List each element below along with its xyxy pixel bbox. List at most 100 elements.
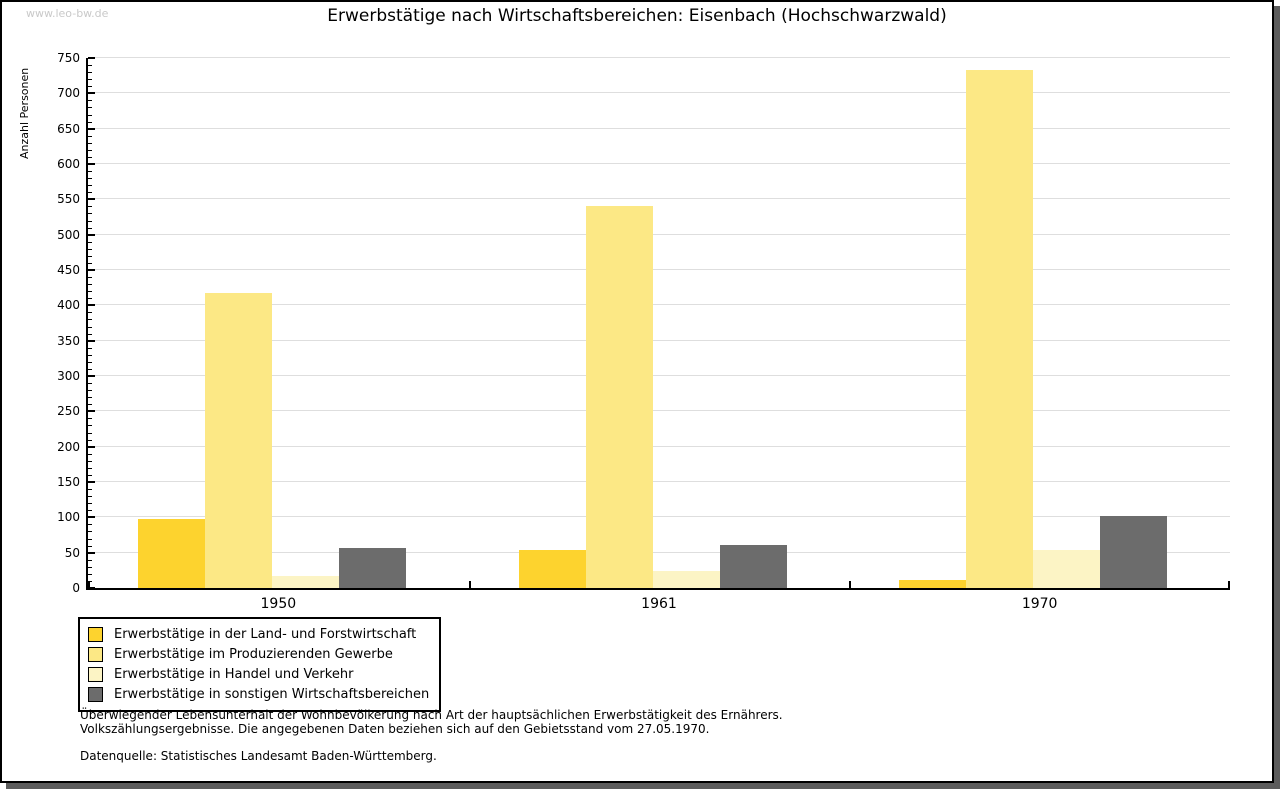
y-tick-major — [88, 375, 95, 377]
y-tick-major — [88, 339, 95, 342]
y-tick-minor — [88, 192, 92, 194]
y-tick-minor — [88, 319, 92, 321]
y-tick-minor — [88, 241, 92, 243]
y-tick-minor — [88, 107, 92, 109]
y-tick-minor — [88, 368, 92, 370]
bar — [899, 580, 967, 588]
y-tick-label: 600 — [57, 157, 80, 171]
y-tick-minor — [88, 474, 92, 476]
y-tick-minor — [88, 566, 92, 568]
y-tick-minor — [88, 531, 92, 533]
y-tick-minor — [88, 135, 92, 137]
plot-area: 0 50 100 150 200 250 300 350 400 450 500 550 600 650 7… — [57, 51, 1230, 612]
x-tick-label: 1950 — [260, 596, 297, 612]
y-tick-major — [88, 57, 95, 59]
legend-box: Erwerbstätige in der Land- und Forstwirt… — [78, 617, 442, 712]
bar — [272, 576, 339, 588]
y-gridline — [88, 269, 1230, 270]
y-tick-minor — [88, 114, 92, 116]
y-tick-minor — [88, 573, 92, 575]
y-tick-major — [88, 127, 95, 130]
bar — [205, 293, 272, 588]
y-tick-minor — [88, 361, 92, 363]
y-tick-label: 650 — [57, 121, 80, 136]
y-tick-label: 200 — [57, 439, 80, 454]
watermark: www.leo-bw.de — [26, 7, 109, 20]
y-tick-minor — [88, 453, 92, 455]
y-tick-minor — [88, 277, 92, 279]
bar — [585, 206, 653, 588]
y-tick-minor — [88, 432, 92, 434]
y-gridline — [88, 339, 1230, 341]
y-tick-minor — [88, 142, 92, 144]
y-tick-minor — [88, 149, 92, 151]
y-tick-label: 550 — [57, 192, 80, 207]
y-tick-minor — [88, 524, 92, 526]
y-tick-minor — [88, 510, 92, 512]
y-tick-minor — [88, 227, 92, 229]
bar — [966, 70, 1034, 588]
bar — [719, 545, 787, 588]
y-tick-minor — [88, 545, 92, 547]
y-tick-label: 700 — [57, 86, 80, 101]
y-tick-minor — [88, 156, 92, 158]
y-gridline — [88, 481, 1230, 482]
y-tick-minor — [88, 79, 92, 81]
legend-item: Erwerbstätige in sonstigen Wirtschaftsbe… — [88, 684, 429, 704]
x-tick-label: 1970 — [1021, 596, 1058, 612]
x-axis-tick — [88, 581, 90, 588]
y-gridline — [88, 127, 1230, 129]
y-gridline — [88, 233, 1230, 235]
y-gridline — [88, 57, 1230, 58]
y-axis-title: Anzahl Personen — [18, 67, 31, 159]
bar — [138, 519, 205, 588]
y-gridline — [88, 445, 1230, 447]
y-tick-minor — [88, 284, 92, 286]
y-tick-major — [88, 516, 95, 519]
legend-label: Erwerbstätige in sonstigen Wirtschaftsbe… — [114, 686, 430, 702]
y-tick-label: 50 — [64, 545, 80, 560]
y-tick-minor — [88, 390, 92, 392]
y-tick-label: 350 — [57, 333, 80, 348]
y-tick-label: 100 — [57, 510, 80, 525]
x-tick-label: 1961 — [641, 596, 677, 612]
y-gridline — [88, 198, 1230, 200]
y-tick-label: 400 — [57, 298, 80, 313]
y-tick-minor — [88, 185, 92, 187]
y-tick-label: 300 — [57, 369, 80, 383]
y-tick-minor — [88, 439, 92, 441]
y-tick-major — [88, 269, 95, 271]
y-gridline — [88, 410, 1230, 412]
bar — [652, 571, 720, 588]
y-gridline — [88, 375, 1230, 376]
legend-swatch — [88, 646, 103, 662]
y-tick-minor — [88, 503, 92, 505]
y-tick-major — [88, 163, 95, 165]
y-gridline — [88, 551, 1230, 553]
y-tick-label: 150 — [57, 475, 80, 489]
y-tick-minor — [88, 538, 92, 540]
y-tick-minor — [88, 213, 92, 215]
y-tick-label: 250 — [57, 404, 80, 419]
y-tick-minor — [88, 467, 92, 469]
y-tick-minor — [88, 333, 92, 335]
y-tick-minor — [88, 72, 92, 74]
y-tick-minor — [88, 489, 92, 491]
y-tick-minor — [88, 326, 92, 328]
y-tick-label: 500 — [57, 227, 80, 242]
y-tick-minor — [88, 298, 92, 300]
y-tick-minor — [88, 220, 92, 222]
legend-item: Erwerbstätige in der Land- und Forstwirt… — [88, 624, 429, 644]
x-axis-tick — [468, 581, 471, 588]
y-tick-minor — [88, 121, 92, 123]
y-tick-label: 750 — [57, 51, 80, 65]
y-tick-label: 450 — [57, 263, 80, 277]
legend-swatch — [88, 666, 103, 682]
bar — [518, 550, 586, 588]
y-tick-minor — [88, 418, 92, 420]
legend-label: Erwerbstätige im Produzierenden Gewerbe — [114, 646, 393, 662]
y-tick-major — [88, 587, 95, 589]
x-axis-tick — [1228, 581, 1230, 588]
legend-label: Erwerbstätige in Handel und Verkehr — [114, 666, 354, 682]
